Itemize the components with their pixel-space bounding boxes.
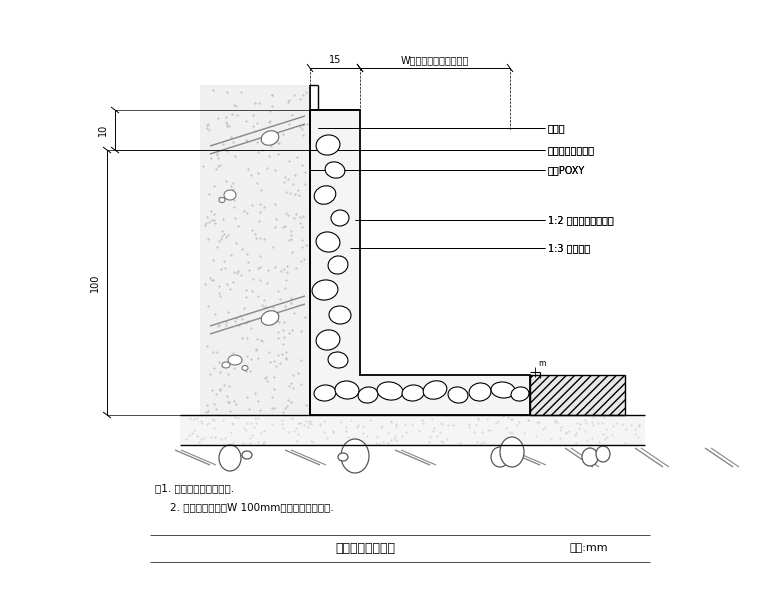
- Text: 1:3 水泥粉刷: 1:3 水泥粉刷: [548, 243, 590, 253]
- Ellipse shape: [242, 451, 252, 459]
- Text: 網猛刷涂一底二度: 網猛刷涂一底二度: [548, 145, 595, 155]
- Ellipse shape: [219, 198, 225, 202]
- Polygon shape: [310, 110, 530, 415]
- Text: 2. 粉碎粉石子粒波W 100mm半径者平分割调整.: 2. 粉碎粉石子粒波W 100mm半径者平分割调整.: [170, 502, 334, 512]
- Ellipse shape: [219, 445, 241, 471]
- Ellipse shape: [242, 365, 248, 371]
- Text: m: m: [538, 358, 546, 368]
- Ellipse shape: [261, 131, 279, 146]
- Ellipse shape: [423, 381, 447, 399]
- Text: 涂帷POXY: 涂帷POXY: [548, 165, 585, 175]
- Ellipse shape: [491, 382, 515, 398]
- Text: 单位:mm: 单位:mm: [570, 543, 609, 553]
- Ellipse shape: [328, 352, 348, 368]
- Text: 1:3 水泥粉刷: 1:3 水泥粉刷: [548, 243, 590, 253]
- Text: 10: 10: [98, 124, 108, 136]
- Bar: [180, 415, 645, 445]
- Ellipse shape: [228, 355, 242, 365]
- Ellipse shape: [314, 186, 336, 204]
- Text: 15: 15: [329, 55, 341, 65]
- Ellipse shape: [261, 311, 279, 325]
- Text: 粉石子踢脚大样图: 粉石子踢脚大样图: [335, 541, 395, 555]
- Ellipse shape: [491, 447, 509, 467]
- Ellipse shape: [222, 362, 230, 368]
- Ellipse shape: [358, 387, 378, 403]
- Ellipse shape: [314, 385, 336, 401]
- Ellipse shape: [448, 387, 468, 403]
- Ellipse shape: [596, 446, 610, 462]
- Text: 網猛刷涂一底二度: 網猛刷涂一底二度: [548, 145, 595, 155]
- Text: 100: 100: [90, 273, 100, 292]
- Ellipse shape: [377, 382, 403, 400]
- Text: 粉面层: 粉面层: [548, 123, 565, 133]
- Ellipse shape: [402, 385, 424, 401]
- Ellipse shape: [316, 330, 340, 350]
- Ellipse shape: [511, 387, 529, 401]
- Text: W（另详平面示意详图）: W（另详平面示意详图）: [401, 55, 469, 65]
- Ellipse shape: [329, 306, 351, 324]
- Ellipse shape: [312, 280, 338, 300]
- Ellipse shape: [316, 135, 340, 155]
- Bar: [200, 85, 310, 415]
- Ellipse shape: [224, 190, 236, 200]
- Text: 1:2 水泥粉天然彩石粉: 1:2 水泥粉天然彩石粉: [548, 215, 614, 225]
- Text: 粉面层: 粉面层: [548, 123, 565, 133]
- Ellipse shape: [500, 437, 524, 467]
- Ellipse shape: [328, 256, 348, 274]
- Text: 涂帷POXY: 涂帷POXY: [548, 165, 585, 175]
- Text: 1:2 水泥粉天然彩石粉: 1:2 水泥粉天然彩石粉: [548, 215, 614, 225]
- Ellipse shape: [325, 162, 345, 178]
- Ellipse shape: [341, 439, 369, 473]
- Ellipse shape: [335, 381, 359, 399]
- Ellipse shape: [316, 232, 340, 252]
- Ellipse shape: [338, 453, 348, 461]
- Ellipse shape: [582, 448, 598, 466]
- Text: 注1. 粉石子采天然彩粉石.: 注1. 粉石子采天然彩粉石.: [155, 483, 234, 493]
- Ellipse shape: [331, 210, 349, 226]
- Ellipse shape: [469, 383, 491, 401]
- Bar: [530, 375, 625, 415]
